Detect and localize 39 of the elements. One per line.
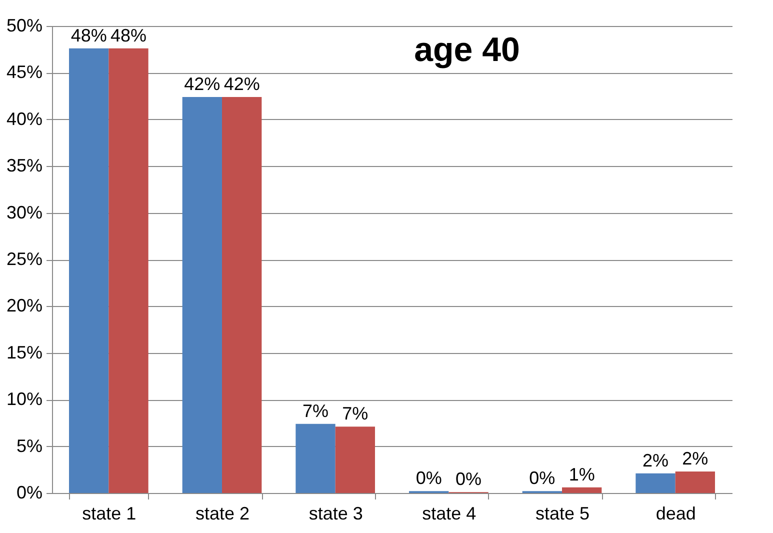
y-tick-label: 35% <box>6 156 42 176</box>
data-label: 0% <box>416 468 442 488</box>
y-tick-label: 40% <box>6 108 42 129</box>
data-label: 1% <box>568 464 595 484</box>
x-tick-label: state 5 <box>535 504 590 524</box>
bar <box>108 48 148 493</box>
bar <box>222 96 262 493</box>
chart-title: age 40 <box>414 31 520 69</box>
y-tick-label: 0% <box>16 482 42 502</box>
y-tick-label: 45% <box>6 62 42 82</box>
y-tick-label: 10% <box>6 389 42 410</box>
y-tick-label: 20% <box>6 296 42 316</box>
data-label: 2% <box>642 450 669 470</box>
data-label: 42% <box>184 74 220 94</box>
data-label: 7% <box>342 404 368 424</box>
bar <box>335 426 375 493</box>
y-tick-label: 15% <box>6 342 42 362</box>
data-label: 7% <box>302 400 329 421</box>
x-tick-label: state 1 <box>82 504 136 524</box>
bar <box>296 424 336 493</box>
y-tick-label: 50% <box>6 16 42 36</box>
bar <box>675 472 715 493</box>
y-tick-label: 5% <box>16 436 42 456</box>
data-label: 42% <box>224 74 260 94</box>
x-tick-label: dead <box>656 504 696 524</box>
bar <box>636 473 676 493</box>
y-tick-label: 25% <box>6 249 42 269</box>
data-label: 2% <box>682 448 708 469</box>
data-label: 48% <box>110 25 147 46</box>
data-label: 0% <box>529 468 556 488</box>
bar <box>562 487 602 493</box>
data-label: 0% <box>455 469 482 490</box>
bar <box>182 96 222 493</box>
x-tick-label: state 4 <box>422 504 476 524</box>
x-tick-label: state 2 <box>195 504 250 524</box>
x-tick-label: state 3 <box>308 504 363 524</box>
bar <box>69 48 109 493</box>
y-tick-label: 30% <box>6 202 42 222</box>
data-label: 48% <box>70 25 107 46</box>
